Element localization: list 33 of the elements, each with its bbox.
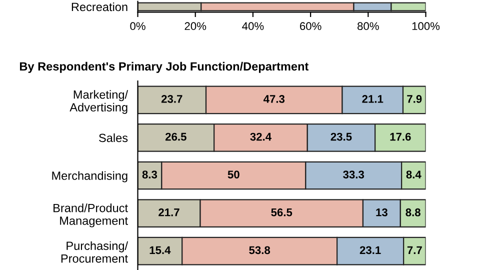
data-label: 8.8 xyxy=(406,208,420,216)
x-tick-label: 20% xyxy=(184,22,206,30)
chart-title: By Respondent's Primary Job Function/Department xyxy=(20,62,309,73)
data-label: 17.6 xyxy=(390,132,411,141)
data-label: 13 xyxy=(376,208,388,216)
y-tick-label: Sales xyxy=(99,133,128,142)
x-tick-label: 100% xyxy=(412,22,440,30)
data-label: 53.8 xyxy=(249,246,270,254)
data-label: 26.5 xyxy=(165,132,186,141)
data-label: 21.1 xyxy=(362,95,384,103)
y-tick-label: Brand/Product Management xyxy=(54,204,128,228)
data-label: 8.4 xyxy=(406,170,422,178)
data-label: 47.3 xyxy=(263,95,285,103)
x-tick-label: 80% xyxy=(358,22,379,30)
y-tick-label: Recreation xyxy=(72,2,128,12)
x-tick-label: 60% xyxy=(300,22,322,30)
y-tick-label: Purchasing/ Procurement xyxy=(61,241,128,263)
data-label: 23.7 xyxy=(161,95,182,103)
data-label: 23.1 xyxy=(360,246,381,254)
data-label: 50 xyxy=(228,170,240,178)
y-tick-label: Marketing/ Advertising xyxy=(70,90,128,114)
data-label: 23.5 xyxy=(330,132,352,141)
data-label: 7.9 xyxy=(407,95,422,103)
data-label: 32.4 xyxy=(250,132,272,141)
data-label: 8.3 xyxy=(142,170,158,178)
x-tick-label: 40% xyxy=(242,22,264,30)
data-label: 15.4 xyxy=(150,246,171,254)
data-label: 56.5 xyxy=(271,208,292,216)
data-label: 33.3 xyxy=(343,170,364,178)
data-label: 21.7 xyxy=(158,208,180,216)
data-label: 7.7 xyxy=(407,246,422,254)
x-tick-label: 0% xyxy=(130,22,146,30)
y-tick-label: Merchandising xyxy=(52,171,128,182)
